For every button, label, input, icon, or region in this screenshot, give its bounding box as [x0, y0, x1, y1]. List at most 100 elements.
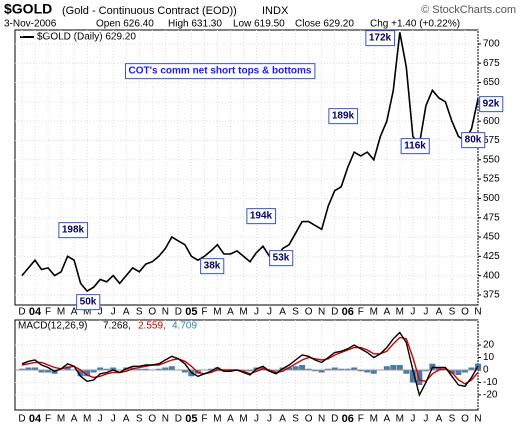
high: High 631.30 [168, 19, 222, 30]
y-tick-label: -20 [483, 390, 498, 401]
histogram-bar [325, 368, 332, 370]
histogram-bar [32, 367, 39, 370]
annotation-box [328, 108, 359, 125]
x-tick-label: O [148, 307, 156, 318]
histogram-bar [45, 370, 52, 373]
x-tick-label: 05 [185, 413, 197, 425]
y-tick-label: 425 [483, 251, 500, 262]
annotation: 80k [465, 135, 482, 146]
x-tick-label: A [383, 414, 390, 425]
x-tick-label: F [358, 307, 364, 318]
histogram-bar [207, 368, 214, 370]
x-tick-label: M [83, 307, 91, 318]
histogram-bar [409, 370, 416, 383]
x-tick-label: S [449, 307, 456, 318]
chart-title: $GOLD [4, 1, 52, 17]
histogram-bar [461, 370, 468, 373]
histogram-bar [364, 370, 371, 373]
macd-value: 7.268, [103, 321, 131, 332]
histogram-bar [155, 368, 162, 370]
histogram-bar [97, 367, 104, 370]
low: Low 619.50 [233, 19, 285, 30]
x-tick-label: A [71, 414, 78, 425]
histogram-bar [357, 370, 364, 372]
x-tick-label: M [57, 414, 65, 425]
annotation-box [58, 222, 89, 239]
x-tick-label: N [162, 307, 169, 318]
x-tick-label: J [254, 307, 259, 318]
annotation: 53k [273, 253, 290, 264]
histogram-bar [305, 368, 312, 370]
histogram-bar [351, 367, 358, 370]
x-tick-label: J [111, 307, 116, 318]
histogram-bar [77, 370, 84, 377]
annotation: 50k [80, 297, 97, 308]
x-tick-label: S [136, 414, 143, 425]
x-tick-label: M [239, 307, 247, 318]
annotation-box [400, 138, 430, 155]
annotation-box [365, 30, 396, 47]
y-tick-label: 475 [483, 212, 500, 223]
histogram-bar [214, 367, 221, 370]
x-tick-label: O [305, 307, 313, 318]
x-tick-label: 06 [342, 306, 354, 318]
y-tick-label: 575 [483, 135, 500, 146]
annotation-box [269, 250, 294, 267]
x-tick-label: S [136, 307, 143, 318]
x-tick-label: 04 [29, 306, 42, 318]
histogram-bar [331, 367, 338, 370]
change: Chg +1.40 (+0.22%) [370, 19, 460, 30]
histogram-bar [247, 370, 253, 372]
x-tick-label: A [227, 414, 234, 425]
histogram-bar [38, 370, 45, 373]
annotation: 92k [483, 99, 500, 110]
histogram-bar [435, 367, 442, 370]
x-tick-label: D [175, 307, 182, 318]
x-tick-label: D [331, 414, 338, 425]
x-tick-label: D [331, 307, 338, 318]
x-tick-label: A [123, 307, 130, 318]
x-tick-label: 06 [342, 413, 354, 425]
annotation-box [200, 258, 225, 275]
annotation: COT's comm net short tops & bottoms [129, 66, 312, 77]
x-tick-label: J [267, 414, 272, 425]
macd-line [21, 331, 479, 397]
y-tick-label: 0 [483, 365, 489, 376]
annotation: 194k [250, 211, 273, 222]
x-tick-label: F [201, 307, 207, 318]
histogram-bar [84, 370, 91, 377]
histogram-bar [312, 370, 319, 372]
x-tick-label: N [474, 307, 481, 318]
histogram-bar [110, 367, 117, 370]
x-tick-label: F [45, 307, 51, 318]
histogram-bar [396, 365, 403, 370]
x-tick-label: M [83, 414, 91, 425]
histogram-bar [318, 370, 325, 373]
histogram-bar [90, 370, 97, 373]
x-tick-label: J [423, 414, 428, 425]
x-tick-label: 05 [185, 306, 197, 318]
y-tick-label: 20 [483, 340, 495, 351]
x-tick-label: A [436, 414, 443, 425]
x-tick-label: M [370, 307, 378, 318]
histogram-bar [422, 370, 429, 372]
annotation-box [479, 96, 504, 113]
histogram-bar [136, 368, 143, 370]
histogram-bar [162, 367, 169, 370]
x-tick-label: M [213, 414, 221, 425]
x-tick-label: J [410, 307, 415, 318]
x-tick-label: M [239, 414, 247, 425]
x-tick-label: A [123, 414, 130, 425]
x-tick-label: A [71, 307, 78, 318]
x-tick-label: M [57, 307, 65, 318]
x-tick-label: D [18, 414, 25, 425]
annotation: 172k [369, 33, 392, 44]
y-tick-label: 450 [483, 232, 500, 243]
x-tick-label: N [474, 414, 481, 425]
macd-panel [14, 319, 479, 411]
histogram-bar [468, 367, 475, 370]
x-tick-label: S [292, 307, 299, 318]
histogram-value: 4.709 [172, 321, 197, 332]
y-tick-label: 400 [483, 270, 500, 281]
open: Open 626.40 [96, 19, 154, 30]
